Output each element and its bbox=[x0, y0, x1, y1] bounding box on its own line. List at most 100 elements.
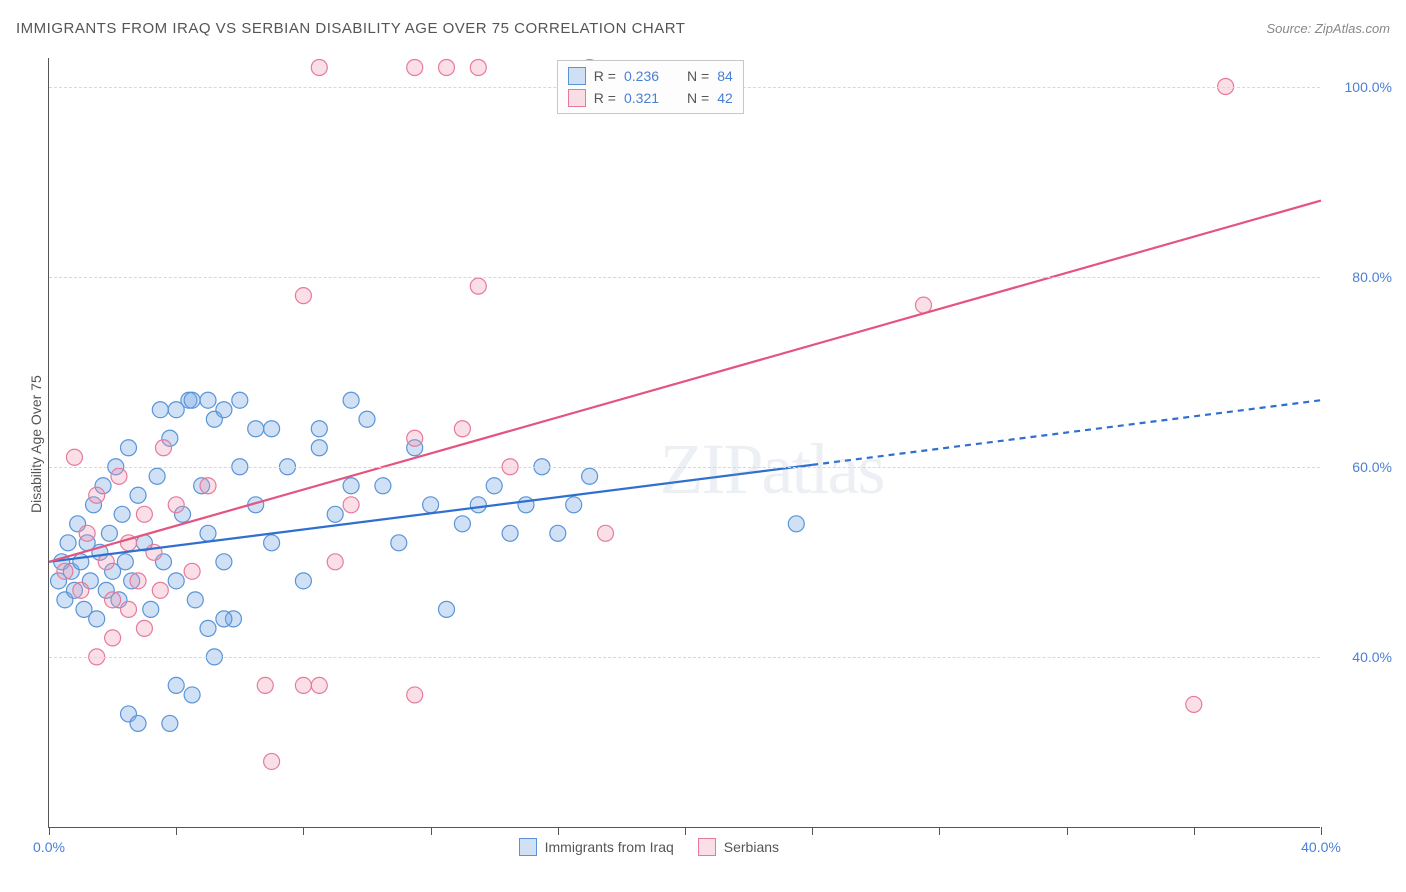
scatter-point bbox=[343, 478, 359, 494]
scatter-point bbox=[168, 402, 184, 418]
legend-series-name: Immigrants from Iraq bbox=[545, 839, 674, 855]
chart-container: IMMIGRANTS FROM IRAQ VS SERBIAN DISABILI… bbox=[0, 0, 1406, 892]
scatter-point bbox=[470, 278, 486, 294]
scatter-point bbox=[264, 753, 280, 769]
scatter-point bbox=[136, 620, 152, 636]
scatter-point bbox=[359, 411, 375, 427]
y-tick-label: 80.0% bbox=[1328, 269, 1392, 285]
scatter-point bbox=[111, 468, 127, 484]
x-tick-label: 0.0% bbox=[33, 839, 65, 855]
legend-series-name: Serbians bbox=[724, 839, 779, 855]
scatter-point bbox=[311, 677, 327, 693]
scatter-point bbox=[117, 554, 133, 570]
legend-top: R =0.236N =84R =0.321N =42 bbox=[557, 60, 744, 114]
scatter-point bbox=[89, 611, 105, 627]
legend-bottom-item: Serbians bbox=[698, 838, 779, 856]
x-tick-label: 40.0% bbox=[1301, 839, 1341, 855]
scatter-point bbox=[216, 402, 232, 418]
scatter-point bbox=[105, 592, 121, 608]
scatter-point bbox=[187, 592, 203, 608]
legend-swatch bbox=[698, 838, 716, 856]
scatter-point bbox=[184, 563, 200, 579]
scatter-point bbox=[149, 468, 165, 484]
scatter-point bbox=[114, 506, 130, 522]
scatter-point bbox=[518, 497, 534, 513]
scatter-point bbox=[184, 392, 200, 408]
scatter-point bbox=[454, 421, 470, 437]
scatter-point bbox=[257, 677, 273, 693]
scatter-point bbox=[582, 468, 598, 484]
scatter-point bbox=[439, 60, 455, 76]
legend-top-row: R =0.236N =84 bbox=[568, 65, 733, 87]
legend-swatch bbox=[519, 838, 537, 856]
scatter-point bbox=[57, 563, 73, 579]
scatter-point bbox=[162, 715, 178, 731]
scatter-point bbox=[89, 487, 105, 503]
plot-area: ZIPatlas 40.0%60.0%80.0%100.0%0.0%40.0% bbox=[48, 58, 1320, 828]
legend-swatch bbox=[568, 67, 586, 85]
scatter-point bbox=[470, 497, 486, 513]
x-tick bbox=[558, 827, 559, 835]
scatter-point bbox=[1186, 696, 1202, 712]
legend-n-label: N = bbox=[687, 68, 709, 84]
scatter-point bbox=[788, 516, 804, 532]
scatter-point bbox=[152, 402, 168, 418]
legend-swatch bbox=[568, 89, 586, 107]
legend-r-value: 0.236 bbox=[624, 68, 659, 84]
legend-r-value: 0.321 bbox=[624, 90, 659, 106]
scatter-point bbox=[143, 601, 159, 617]
source-label: Source: ZipAtlas.com bbox=[1266, 21, 1390, 36]
scatter-point bbox=[407, 687, 423, 703]
scatter-point bbox=[327, 554, 343, 570]
scatter-point bbox=[66, 449, 82, 465]
scatter-point bbox=[423, 497, 439, 513]
scatter-point bbox=[343, 392, 359, 408]
scatter-point bbox=[439, 601, 455, 617]
scatter-svg bbox=[49, 58, 1321, 828]
gridline bbox=[49, 657, 1320, 658]
x-tick bbox=[49, 827, 50, 835]
x-tick bbox=[685, 827, 686, 835]
scatter-point bbox=[216, 554, 232, 570]
scatter-point bbox=[343, 497, 359, 513]
x-tick bbox=[1321, 827, 1322, 835]
scatter-point bbox=[470, 60, 486, 76]
scatter-point bbox=[264, 421, 280, 437]
scatter-point bbox=[130, 487, 146, 503]
x-tick bbox=[1194, 827, 1195, 835]
x-tick bbox=[431, 827, 432, 835]
scatter-point bbox=[101, 525, 117, 541]
scatter-point bbox=[486, 478, 502, 494]
scatter-point bbox=[168, 573, 184, 589]
trend-line bbox=[49, 201, 1321, 562]
scatter-point bbox=[200, 392, 216, 408]
legend-n-label: N = bbox=[687, 90, 709, 106]
x-tick bbox=[176, 827, 177, 835]
scatter-point bbox=[200, 620, 216, 636]
chart-title: IMMIGRANTS FROM IRAQ VS SERBIAN DISABILI… bbox=[16, 20, 685, 37]
scatter-point bbox=[105, 630, 121, 646]
y-tick-label: 40.0% bbox=[1328, 649, 1392, 665]
scatter-point bbox=[311, 60, 327, 76]
scatter-point bbox=[407, 430, 423, 446]
scatter-point bbox=[130, 573, 146, 589]
x-tick bbox=[812, 827, 813, 835]
scatter-point bbox=[598, 525, 614, 541]
scatter-point bbox=[200, 525, 216, 541]
title-bar: IMMIGRANTS FROM IRAQ VS SERBIAN DISABILI… bbox=[16, 20, 1390, 37]
scatter-point bbox=[550, 525, 566, 541]
scatter-point bbox=[121, 601, 137, 617]
legend-bottom-item: Immigrants from Iraq bbox=[519, 838, 674, 856]
scatter-point bbox=[375, 478, 391, 494]
legend-r-label: R = bbox=[594, 68, 616, 84]
legend-bottom: Immigrants from Iraq Serbians bbox=[519, 838, 779, 856]
x-tick bbox=[1067, 827, 1068, 835]
scatter-point bbox=[130, 715, 146, 731]
legend-n-value: 42 bbox=[717, 90, 733, 106]
y-tick-label: 60.0% bbox=[1328, 459, 1392, 475]
scatter-point bbox=[407, 60, 423, 76]
scatter-point bbox=[295, 288, 311, 304]
scatter-point bbox=[155, 440, 171, 456]
scatter-point bbox=[248, 421, 264, 437]
y-axis-label: Disability Age Over 75 bbox=[28, 375, 44, 513]
